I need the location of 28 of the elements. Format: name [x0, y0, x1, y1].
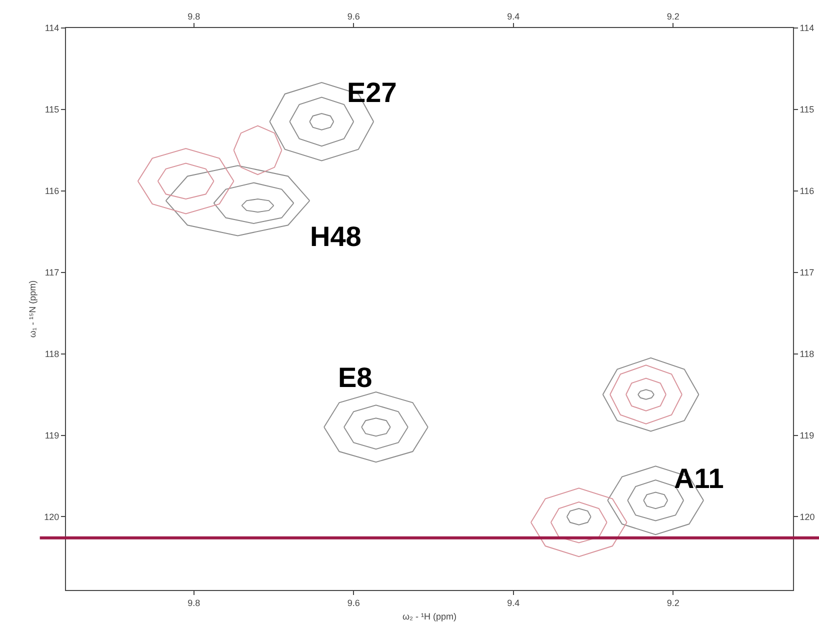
y2-tick-label: 115 — [800, 104, 814, 115]
y-tick-label: 118 — [44, 348, 60, 359]
annotation: H48 — [310, 221, 362, 252]
y2-tick-label: 119 — [800, 430, 814, 440]
y-axis-title: ω₁ - ¹⁵N (ppm) — [28, 280, 38, 338]
x2-tick-label: 9.8 — [188, 598, 200, 608]
x-axis-title: ω₂ - ¹H (ppm) — [402, 612, 457, 622]
y-tick-label: 120 — [44, 512, 60, 522]
y2-tick-label: 117 — [800, 268, 814, 278]
x-tick-label: 9.4 — [507, 11, 520, 22]
y-tick-label: 115 — [44, 104, 60, 115]
y2-tick-label: 120 — [800, 512, 815, 522]
x2-tick-label: 9.6 — [347, 598, 360, 608]
y2-tick-label: 116 — [800, 186, 814, 196]
annotation: E8 — [338, 362, 372, 393]
y-tick-label: 117 — [44, 268, 60, 278]
y-tick-label: 114 — [44, 23, 60, 34]
annotation: A11 — [674, 463, 724, 494]
x-tick-label: 9.8 — [188, 11, 200, 22]
annotation: E27 — [347, 77, 397, 108]
x2-tick-label: 9.4 — [507, 598, 520, 608]
x-tick-label: 9.6 — [347, 11, 360, 22]
x-tick-label: 9.2 — [666, 11, 680, 22]
y2-tick-label: 118 — [800, 348, 814, 359]
x2-tick-label: 9.2 — [666, 598, 680, 608]
y-tick-label: 116 — [44, 186, 60, 196]
y-tick-label: 119 — [44, 430, 60, 440]
y2-tick-label: 114 — [800, 23, 814, 34]
